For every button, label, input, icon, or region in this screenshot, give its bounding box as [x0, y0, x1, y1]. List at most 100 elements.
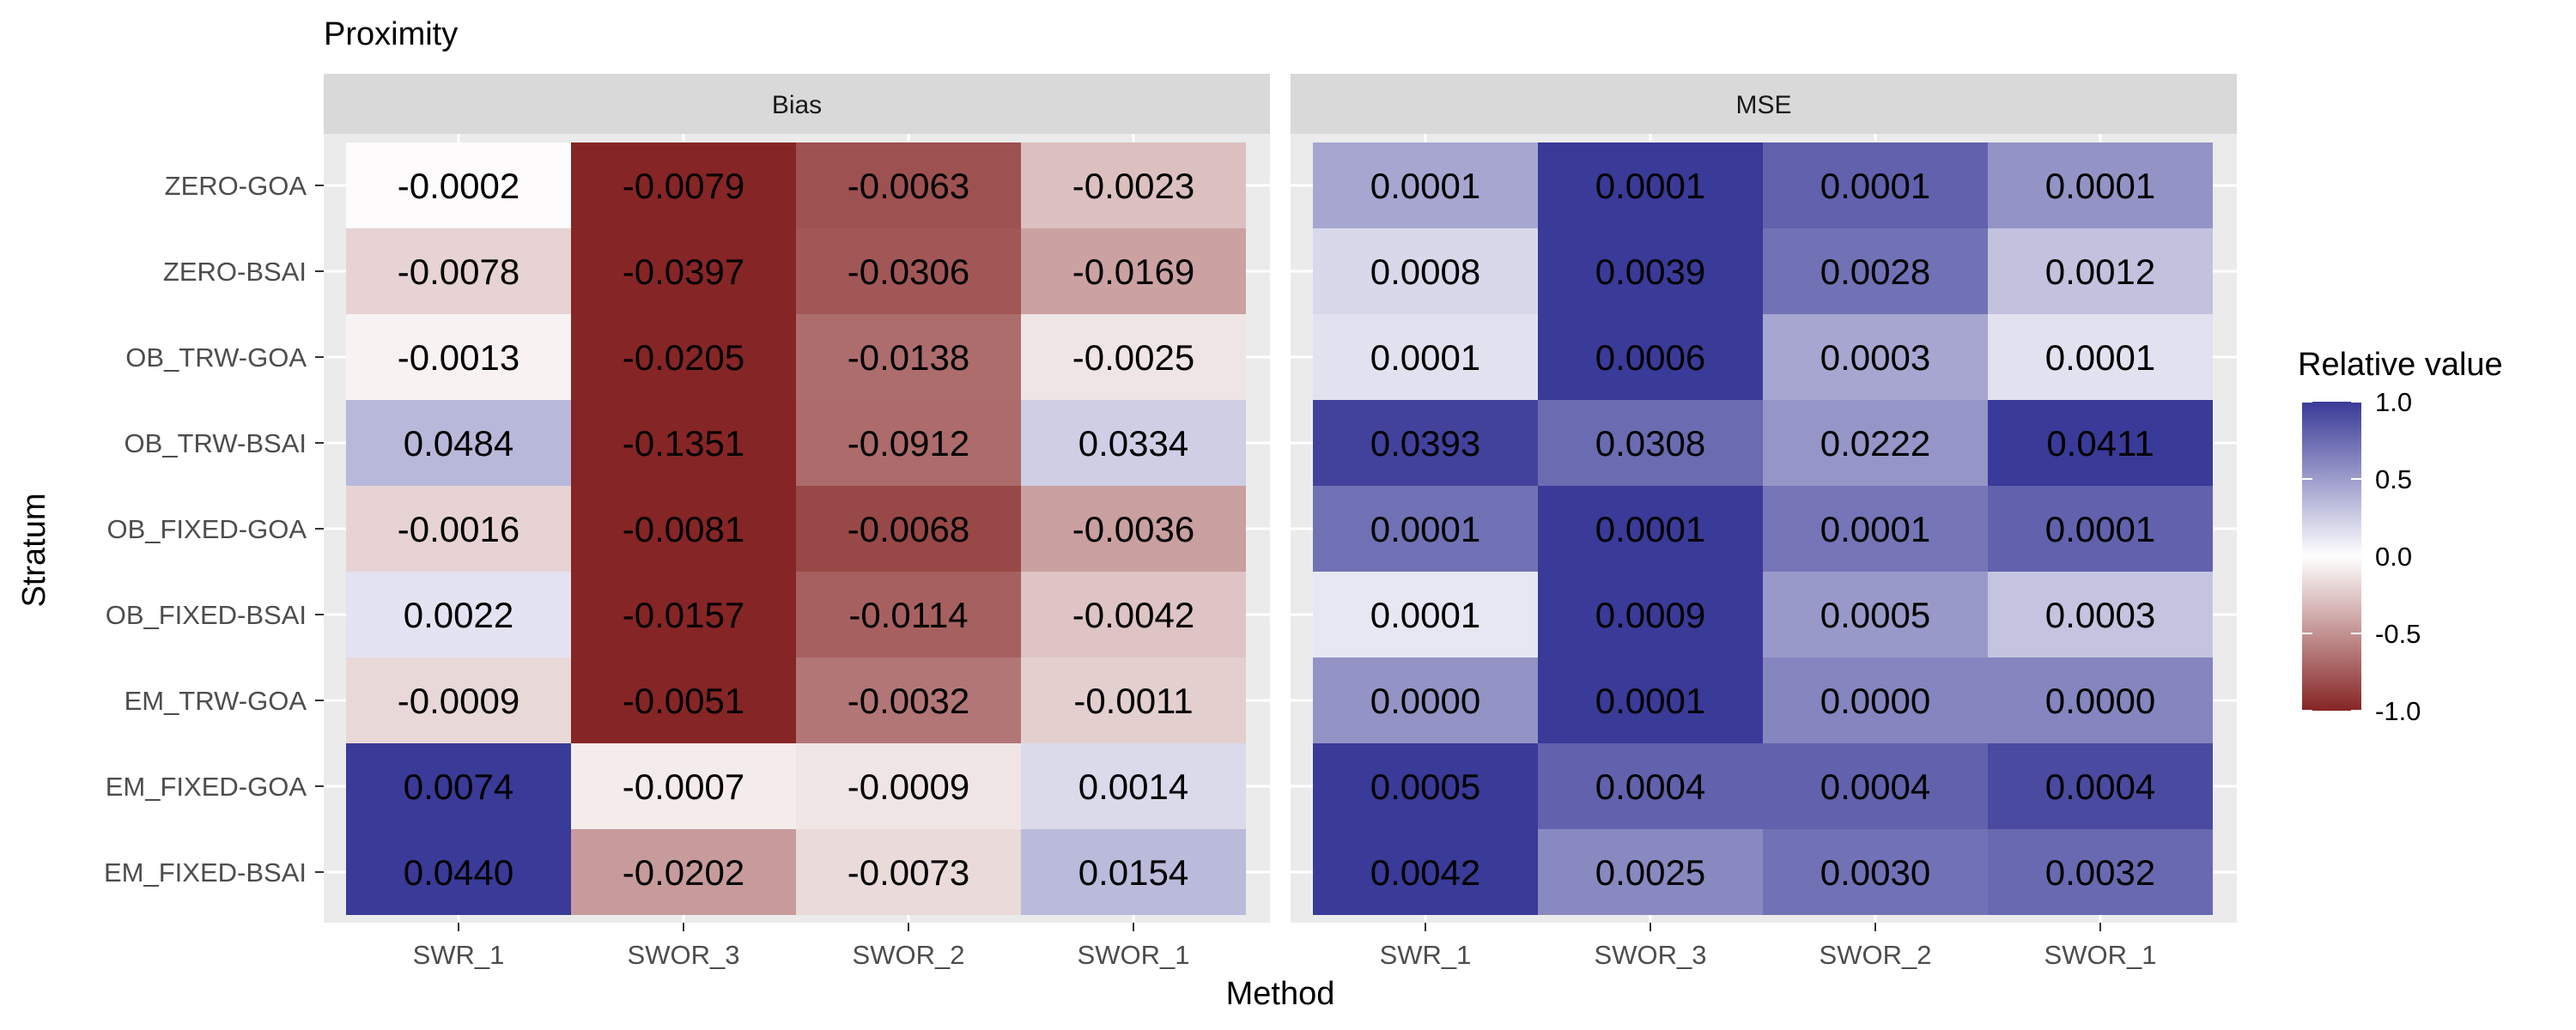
x-tick-label: SWOR_2: [853, 940, 965, 970]
tile-value-label: -0.0036: [1072, 509, 1194, 549]
x-tick-label: SWOR_1: [2044, 940, 2157, 970]
y-tick-label: EM_FIXED-GOA: [106, 772, 307, 802]
tile-value-label: -0.0016: [398, 509, 519, 549]
y-tick-label: OB_FIXED-BSAI: [106, 600, 307, 630]
tile-value-label: -0.0157: [623, 595, 744, 635]
y-tick-label: ZERO-BSAI: [163, 257, 307, 287]
heatmap-tile: [1313, 829, 1538, 915]
heatmap-tile: [1988, 400, 2213, 486]
y-tick-label: OB_TRW-BSAI: [125, 428, 307, 458]
heatmap-tile: [1988, 142, 2213, 228]
tile-value-label: 0.0000: [1370, 681, 1480, 721]
heatmap-tile: [796, 228, 1021, 314]
heatmap-tile: [571, 829, 796, 915]
heatmap-tile: [1538, 142, 1763, 228]
tile-value-label: 0.0000: [1820, 681, 1930, 721]
y-tick-label: OB_TRW-GOA: [125, 342, 307, 373]
panel-mse: MSE 0.0001 0.0001 0.0001 0.0001 0.0008 0.0039 0…: [1291, 74, 2237, 923]
heatmap-tile: [1763, 572, 1988, 657]
tile-value-label: 0.0393: [1370, 423, 1480, 464]
legend-tick-label: 0.5: [2375, 464, 2412, 494]
tile-value-label: -0.0138: [848, 337, 969, 378]
tile-value-label: 0.0411: [2046, 423, 2154, 464]
tile-value-label: 0.0025: [1595, 852, 1705, 893]
heatmap-tile: [1763, 829, 1988, 915]
tile-value-label: -0.0007: [623, 766, 744, 807]
heatmap-tile: [1988, 829, 2213, 915]
heatmap-tile: [346, 743, 571, 829]
heatmap-tile: [1021, 743, 1246, 829]
tile-value-label: -0.0051: [623, 681, 744, 721]
heatmap-tile: [1021, 657, 1246, 743]
heatmap-tile: [1538, 829, 1763, 915]
tile-value-label: 0.0005: [1370, 766, 1480, 807]
tile-value-label: 0.0022: [404, 595, 513, 635]
tile-value-label: -0.0011: [1073, 681, 1193, 721]
tile-value-label: -0.0306: [848, 251, 969, 292]
tile-value-label: 0.0000: [2045, 681, 2155, 721]
heatmap-tile: [571, 743, 796, 829]
tile-value-label: 0.0001: [1370, 595, 1480, 635]
tile-value-label: 0.0001: [1370, 166, 1480, 206]
tile-value-label: 0.0012: [2045, 251, 2155, 292]
tile-value-label: -0.0078: [398, 251, 519, 292]
heatmap-tile: [1988, 657, 2213, 743]
tile-value-label: -0.0042: [1072, 595, 1194, 635]
heatmap-tile: [1763, 486, 1988, 572]
tile-value-label: 0.0032: [2045, 852, 2155, 893]
tile-value-label: 0.0006: [1595, 337, 1705, 378]
heatmap-tile: [1021, 142, 1246, 228]
tile-value-label: 0.0001: [1595, 166, 1705, 206]
heatmap-tile: [1313, 400, 1538, 486]
heatmap-tile: [1538, 657, 1763, 743]
heatmap-tile: [796, 657, 1021, 743]
tile-value-label: 0.0004: [1820, 766, 1930, 807]
tile-value-label: -0.0009: [398, 681, 519, 721]
heatmap-tile: [1021, 400, 1246, 486]
heatmap-tile: [1988, 486, 2213, 572]
tile-value-label: 0.0001: [1595, 681, 1705, 721]
heatmap-tile: [796, 142, 1021, 228]
heatmap-tile: [796, 486, 1021, 572]
x-tick-label: SWOR_3: [1595, 940, 1707, 970]
heatmap-tile: [796, 572, 1021, 657]
tile-value-label: 0.0003: [2045, 595, 2155, 635]
x-tick-label: SWR_1: [413, 940, 505, 970]
y-axis-title: Stratum: [16, 493, 52, 607]
legend: Relative value 1.0 0.5 0.0 -0.5 -1.0: [2298, 347, 2503, 726]
facet-strip: [1291, 74, 2237, 134]
tile-value-label: -0.0397: [623, 251, 744, 292]
tile-value-label: 0.0308: [1595, 423, 1705, 464]
heatmap-tile: [1763, 400, 1988, 486]
tile-value-label: 0.0003: [1820, 337, 1930, 378]
heatmap-tile: [1538, 314, 1763, 400]
tile-value-label: -0.0002: [398, 166, 519, 206]
heatmap-tile: [1313, 486, 1538, 572]
legend-tick-label: -0.5: [2375, 619, 2421, 649]
heatmap-tile: [1988, 314, 2213, 400]
tile-value-label: -0.0068: [848, 509, 969, 549]
tile-value-label: -0.0169: [1072, 251, 1194, 292]
tile-value-label: 0.0005: [1820, 595, 1930, 635]
tile-value-label: -0.0114: [848, 595, 968, 635]
facet-strip-label: MSE: [1735, 91, 1791, 119]
y-tick-label: EM_TRW-GOA: [125, 686, 307, 716]
heatmap-tile: [1313, 142, 1538, 228]
heatmap-tile: [346, 142, 571, 228]
tile-value-label: -0.0205: [623, 337, 744, 378]
tile-value-label: 0.0001: [1370, 337, 1480, 378]
tile-value-label: 0.0001: [1820, 166, 1930, 206]
facet-strip: [324, 74, 1270, 134]
tile-value-label: 0.0001: [2045, 337, 2155, 378]
chart-title: Proximity: [324, 16, 458, 52]
x-tick-labels: SWR_1 SWOR_3 SWOR_2 SWOR_1 SWR_1 SWOR_3 SWOR_2…: [413, 923, 2157, 970]
tile-value-label: 0.0154: [1078, 852, 1188, 893]
heatmap-tile: [571, 400, 796, 486]
y-tick-label: OB_FIXED-GOA: [106, 514, 307, 544]
heatmap-tile: [1763, 142, 1988, 228]
legend-title: Relative value: [2298, 347, 2503, 383]
tile-value-label: 0.0074: [404, 766, 513, 807]
tile-value-label: 0.0001: [1595, 509, 1705, 549]
x-tick-label: SWOR_1: [1078, 940, 1190, 970]
